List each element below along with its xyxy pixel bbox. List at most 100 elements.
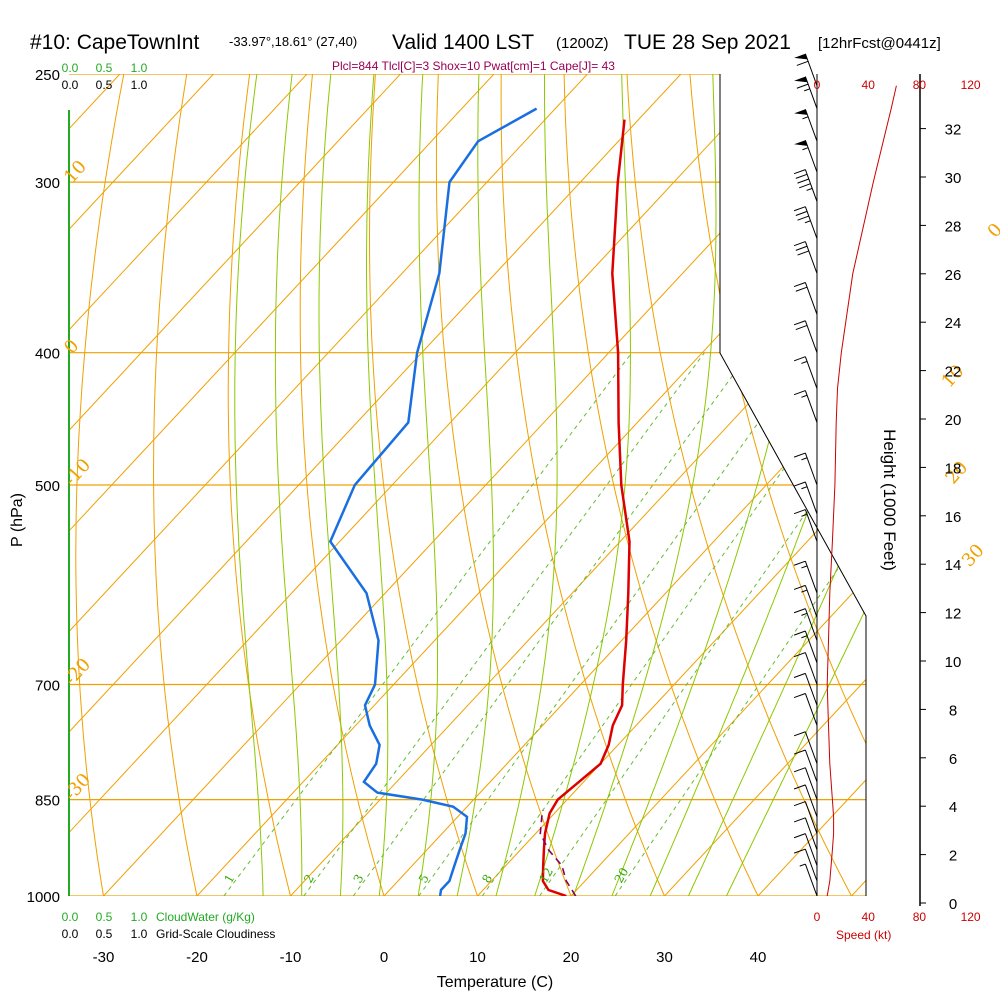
- cloudwater-tick-top: 0.0: [62, 61, 79, 75]
- speed-tick-bottom: 120: [961, 910, 981, 924]
- speed-tick-top: 120: [961, 78, 981, 92]
- temperature-line: [541, 119, 631, 896]
- wind-barb: [793, 320, 818, 353]
- dry-adiabat: [152, 74, 204, 896]
- mixing-ratio-label: 20: [612, 865, 632, 885]
- wind-speed-line: [826, 85, 897, 897]
- cloudwater-tick-bottom: 1.0: [131, 910, 148, 924]
- height-tick-label: 28: [945, 218, 962, 235]
- cloudiness-label: Grid-Scale Cloudiness: [156, 927, 275, 941]
- dry-adiabat: [227, 74, 299, 896]
- height-tick-label: 10: [945, 654, 962, 671]
- mixing-ratio-line: [223, 352, 633, 896]
- temperature-tick-label: 10: [469, 949, 486, 966]
- mixing-ratio-line: [481, 352, 866, 896]
- wind-barb: [793, 784, 818, 817]
- cloudiness-tick-top: 1.0: [131, 78, 148, 92]
- wind-barb: [794, 109, 818, 142]
- wind-barb: [793, 206, 818, 239]
- moist-adiabat: [599, 74, 818, 896]
- wind-barb: [794, 53, 818, 86]
- wind-barb: [794, 140, 818, 173]
- wind-barb: [793, 169, 818, 202]
- pressure-tick-label: 700: [35, 678, 60, 695]
- pressure-tick-label: 500: [35, 478, 60, 495]
- height-tick-label: 0: [949, 896, 957, 913]
- isotherm-line: [69, 74, 424, 896]
- dry-adiabat: [563, 74, 773, 896]
- isotherm-line: [76, 74, 866, 896]
- height-tick-label: 4: [949, 799, 957, 816]
- cloudiness-tick-bottom: 0.5: [96, 927, 113, 941]
- moist-adiabat: [366, 74, 389, 896]
- moist-adiabat: [234, 74, 265, 896]
- pressure-tick-label: 300: [35, 175, 60, 192]
- isotherm-label: 30: [958, 540, 989, 571]
- dry-adiabat: [687, 74, 866, 896]
- pressure-tick-label: 1000: [27, 889, 60, 906]
- speed-tick-top: 80: [913, 78, 927, 92]
- wind-barb: [793, 672, 818, 706]
- height-tick-label: 24: [945, 315, 962, 332]
- mixing-ratio-line: [614, 352, 866, 896]
- isotherm-line: [356, 74, 866, 896]
- moist-adiabat: [524, 74, 632, 896]
- moist-adiabat: [711, 74, 866, 896]
- dry-adiabat: [749, 74, 866, 896]
- temperature-tick-label: -10: [280, 949, 302, 966]
- isotherm-line: [69, 74, 611, 896]
- zulu-time: (1200Z): [556, 35, 609, 52]
- wind-barb: [793, 390, 818, 423]
- height-tick-label: 6: [949, 751, 957, 768]
- isotherm-label: 10: [60, 156, 91, 187]
- wind-barb: [793, 509, 818, 542]
- moist-adiabat: [637, 74, 866, 896]
- height-tick-label: 8: [949, 702, 957, 719]
- cloudwater-tick-bottom: 0.5: [96, 910, 113, 924]
- isotherm-line: [543, 74, 866, 896]
- wind-barb: [793, 584, 818, 618]
- moist-adiabat: [412, 74, 438, 896]
- temperature-tick-label: 20: [563, 949, 580, 966]
- mixing-ratio-line: [303, 352, 705, 896]
- temperature-tick-label: -20: [186, 949, 208, 966]
- surface-dewpoint-point: [464, 898, 472, 906]
- forecast-run: [12hrFcst@0441z]: [818, 35, 941, 52]
- wind-barb: [793, 282, 818, 315]
- isotherm-line: [637, 74, 866, 896]
- mixing-ratio-label: 8: [479, 872, 495, 886]
- dry-adiabat: [75, 74, 130, 896]
- speed-axis-title: Speed (kt): [836, 928, 891, 942]
- wind-barb: [794, 76, 818, 109]
- temperature-tick-label: 0: [380, 949, 388, 966]
- speed-tick-bottom: 80: [913, 910, 927, 924]
- y-axis-title: P (hPa): [9, 493, 26, 547]
- isotherm-line: [69, 74, 517, 896]
- height-tick-label: 12: [945, 606, 962, 623]
- isotherm-line: [263, 74, 866, 896]
- temperature-tick-label: -30: [93, 949, 115, 966]
- cloudiness-tick-top: 0.0: [62, 78, 79, 92]
- speed-tick-bottom: 40: [862, 910, 876, 924]
- isotherm-line: [824, 74, 866, 896]
- moist-adiabat: [562, 74, 717, 896]
- cloudiness-tick-bottom: 0.0: [62, 927, 79, 941]
- height-tick-label: 22: [945, 364, 962, 381]
- mixing-ratio-label: 12: [536, 865, 556, 885]
- forecast-date: TUE 28 Sep 2021: [624, 31, 791, 54]
- mixing-ratio-line: [418, 352, 809, 896]
- isotherm-line: [69, 74, 798, 896]
- dry-adiabat: [299, 74, 394, 896]
- mixing-ratio-label: 5: [416, 872, 432, 886]
- height-tick-label: 18: [945, 460, 962, 477]
- wind-barb: [793, 693, 818, 726]
- surface-temperature-point: [572, 898, 580, 906]
- valid-time: Valid 1400 LST: [392, 31, 534, 54]
- speed-tick-bottom: 0: [814, 910, 821, 924]
- dry-adiabat: [625, 74, 866, 896]
- temperature-tick-label: 30: [656, 949, 673, 966]
- cloudiness-tick-bottom: 1.0: [131, 927, 148, 941]
- dry-adiabat: [811, 74, 866, 896]
- wind-barb: [793, 452, 818, 486]
- cloudiness-tick-top: 0.5: [96, 78, 113, 92]
